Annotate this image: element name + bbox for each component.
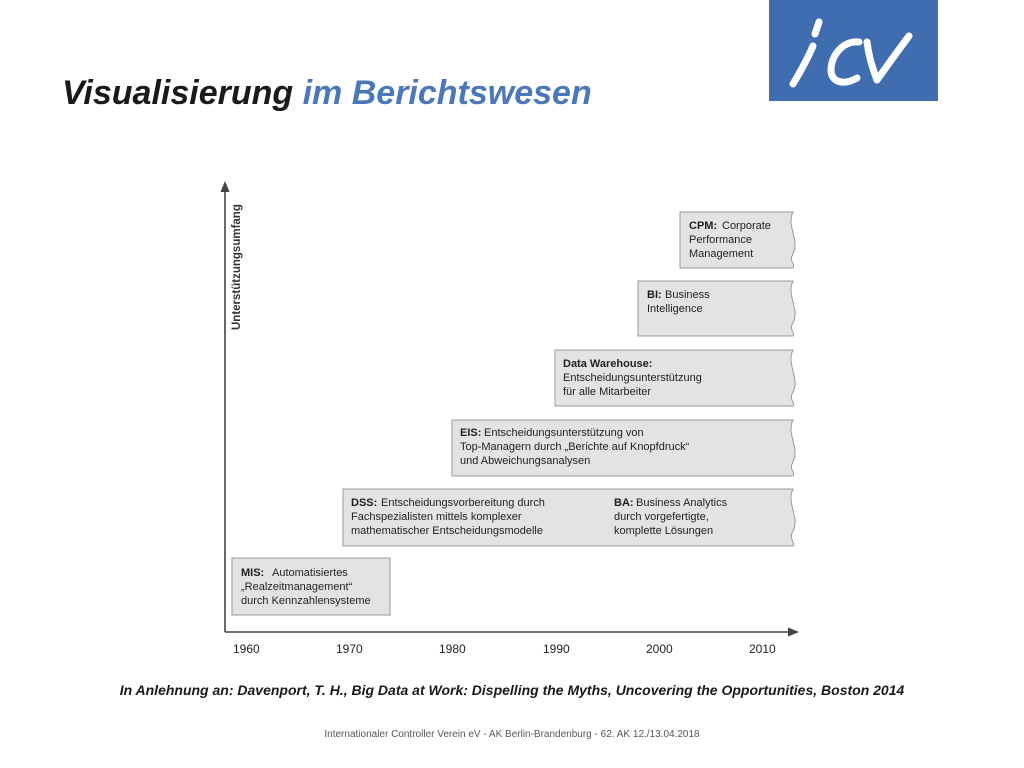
box-dss-line-2: Fachspezialisten mittels komplexer bbox=[351, 511, 522, 523]
box-eis-line-1: Entscheidungsunterstützung von bbox=[484, 427, 644, 439]
box-ba-line-2: durch vorgefertigte, bbox=[614, 511, 709, 523]
box-dwh-line-2: für alle Mitarbeiter bbox=[563, 386, 651, 398]
title-main: Visualisierung bbox=[62, 74, 294, 112]
x-tick-1960: 1960 bbox=[233, 642, 260, 656]
box-eis-bold: EIS: bbox=[460, 427, 481, 439]
box-mis: MIS: Automatisiertes „Realzeitmanagement… bbox=[231, 557, 391, 616]
x-tick-2010: 2010 bbox=[749, 642, 776, 656]
box-cpm-line-2: Performance bbox=[689, 234, 752, 246]
title-accent: im Berichtswesen bbox=[302, 74, 592, 112]
y-axis-arrow bbox=[220, 181, 230, 192]
box-cpm: CPM: Corporate Performance Management bbox=[679, 211, 796, 269]
box-mis-line-3: durch Kennzahlensysteme bbox=[241, 595, 371, 607]
box-mis-bold: MIS: bbox=[241, 567, 264, 579]
box-cpm-line-1: Corporate bbox=[722, 220, 771, 232]
box-bi: BI: Business Intelligence bbox=[637, 280, 796, 337]
box-data-warehouse: Data Warehouse: Entscheidungsunterstützu… bbox=[554, 349, 796, 407]
box-ba-line-1: Business Analytics bbox=[636, 497, 728, 509]
box-bi-bold: BI: bbox=[647, 289, 662, 301]
box-dss-bold: DSS: bbox=[351, 497, 377, 509]
x-tick-1980: 1980 bbox=[439, 642, 466, 656]
box-dss: DSS: Entscheidungsvorbereitung durch Fac… bbox=[342, 488, 796, 547]
box-cpm-bold: CPM: bbox=[689, 220, 717, 232]
box-eis: EIS: Entscheidungsunterstützung von Top-… bbox=[451, 419, 796, 477]
box-dss-line-3: mathematischer Entscheidungsmodelle bbox=[351, 525, 543, 537]
box-cpm-line-3: Management bbox=[689, 248, 753, 260]
source-citation: In Anlehnung an: Davenport, T. H., Big D… bbox=[119, 682, 905, 698]
icv-logo-mark bbox=[769, 0, 938, 101]
box-dss-line-1: Entscheidungsvorbereitung durch bbox=[381, 497, 545, 509]
x-axis-arrow bbox=[788, 627, 799, 637]
box-bi-line-1: Business bbox=[665, 289, 710, 301]
x-tick-1970: 1970 bbox=[336, 642, 363, 656]
x-tick-2000: 2000 bbox=[646, 642, 673, 656]
icv-logo bbox=[769, 0, 938, 101]
page-title: Visualisierung im Berichtswesen bbox=[62, 74, 592, 113]
box-mis-line-1: Automatisiertes bbox=[272, 567, 348, 579]
slide-footer: Internationaler Controller Verein eV - A… bbox=[324, 729, 700, 740]
box-eis-line-2: Top-Managern durch „Berichte auf Knopfdr… bbox=[460, 441, 690, 453]
box-bi-line-2: Intelligence bbox=[647, 303, 703, 315]
box-ba-line-3: komplette Lösungen bbox=[614, 525, 713, 537]
x-tick-1990: 1990 bbox=[543, 642, 570, 656]
box-mis-line-2: „Realzeitmanagement“ bbox=[241, 581, 353, 593]
box-eis-line-3: und Abweichungsanalysen bbox=[460, 455, 590, 467]
box-dwh-line-1: Entscheidungsunterstützung bbox=[563, 372, 702, 384]
box-dwh-bold: Data Warehouse: bbox=[563, 358, 652, 370]
y-axis-label: Unterstützungsumfang bbox=[231, 204, 243, 330]
box-ba-bold: BA: bbox=[614, 497, 634, 509]
